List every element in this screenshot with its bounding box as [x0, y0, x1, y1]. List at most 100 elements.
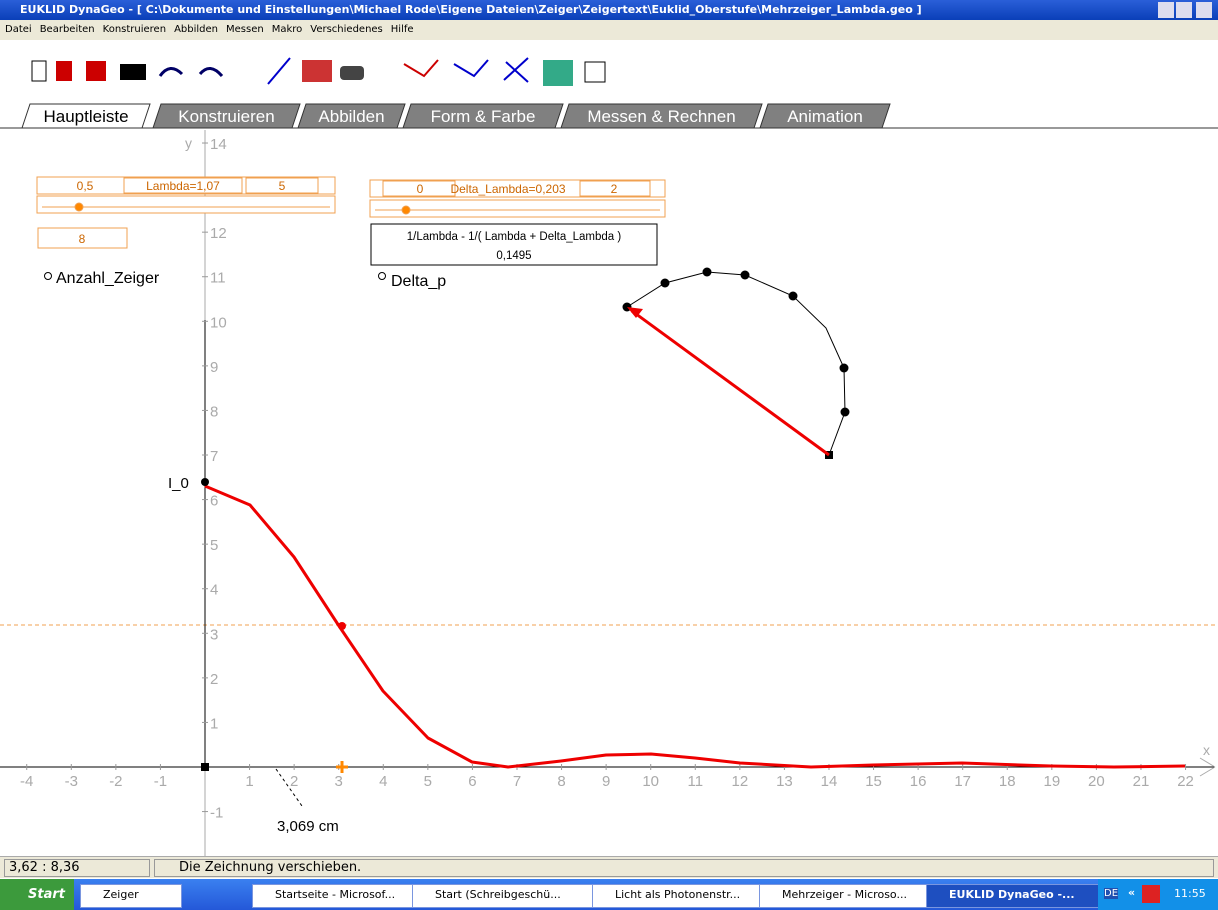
y-axis-label: y [185, 135, 192, 151]
x-axis-arrow [1200, 767, 1215, 776]
drawing-area: Hauptleiste Konstruieren Abbilden Form & Fa… [0, 0, 1218, 856]
tab-label: Animation [787, 107, 863, 126]
count-label: Anzahl_Zeiger [56, 270, 160, 287]
task-button[interactable]: Startseite - Microsof... [252, 884, 431, 908]
slider-max: 5 [279, 179, 286, 193]
slider-min: 0,5 [77, 179, 94, 193]
x-tick-label: -3 [65, 773, 78, 790]
y-tick-label: 3 [210, 626, 218, 643]
y-tick-label: 4 [210, 582, 218, 599]
x-axis-label: x [1203, 742, 1210, 758]
phasor-point[interactable] [661, 279, 670, 288]
x-tick-label: 3 [335, 773, 343, 790]
x-tick-label: 16 [910, 773, 927, 790]
taskbar: Start Zeiger Startseite - Microsof...Star… [0, 879, 1218, 910]
peak-point[interactable] [201, 478, 209, 486]
phasor-chain [627, 272, 845, 455]
y-tick-label: 2 [210, 671, 218, 688]
phasor-point[interactable] [741, 271, 750, 280]
tab-bar: Hauptleiste Konstruieren Abbilden Form & Fa… [0, 104, 1218, 128]
status-message: Die Zeichnung verschieben. [154, 859, 1214, 877]
x-tick-label: 7 [513, 773, 521, 790]
x-tick-label: -4 [20, 773, 33, 790]
y-tick-label: 14 [210, 136, 227, 153]
y-tick-label: -1 [210, 805, 223, 822]
x-tick-label: 13 [776, 773, 793, 790]
x-tick-label: 17 [954, 773, 971, 790]
x-tick-label: 14 [821, 773, 838, 790]
y-tick-label: 9 [210, 359, 218, 376]
y-tick-label: 10 [210, 314, 227, 331]
x-tick-label: 11 [687, 773, 703, 790]
x-tick-label: 5 [424, 773, 432, 790]
y-tick-label: 8 [210, 403, 218, 420]
task-button[interactable]: Licht als Photonenstr... [592, 884, 779, 908]
distance-label: 3,069 cm [277, 818, 339, 835]
x-tick-label: -1 [154, 773, 167, 790]
tab-label: Hauptleiste [43, 107, 128, 126]
curve-point[interactable] [338, 622, 346, 630]
x-tick-label: 2 [290, 773, 298, 790]
clock: 11:55 [1174, 887, 1206, 900]
tab-label: Messen & Rechnen [587, 107, 735, 126]
slider-knob[interactable] [402, 206, 410, 214]
coords: 3,62 : 8,36 [4, 859, 150, 877]
x-tick-label: 8 [557, 773, 565, 790]
phasor-point[interactable] [789, 292, 798, 301]
x-tick-label: 9 [602, 773, 610, 790]
y-tick-label: 5 [210, 537, 218, 554]
peak-label: I_0 [168, 475, 189, 492]
x-tick-label: 20 [1088, 773, 1105, 790]
x-tick-label: -2 [109, 773, 122, 790]
slider-min: 0 [417, 182, 424, 196]
slider-label: Lambda=1,07 [146, 179, 220, 193]
tray: DE « 11:55 [1098, 879, 1218, 910]
status-bar: 3,62 : 8,36 Die Zeichnung verschieben. [0, 856, 1218, 878]
x-tick-label: 15 [865, 773, 882, 790]
tab-label: Form & Farbe [431, 107, 536, 126]
task-button[interactable]: Start (Schreibgeschü... [412, 884, 612, 908]
origin-point[interactable] [201, 763, 209, 771]
tray-chevron[interactable]: « [1128, 886, 1135, 899]
phasor-point[interactable] [703, 268, 712, 277]
count-value: 8 [79, 232, 86, 246]
x-tick-label: 21 [1133, 773, 1150, 790]
term-value: 0,1495 [496, 250, 531, 262]
phasor-point[interactable] [840, 364, 849, 373]
tab-label: Abbilden [318, 107, 384, 126]
start-button[interactable]: Start [0, 879, 74, 910]
x-tick-label: 1 [245, 773, 253, 790]
task-button[interactable]: Mehrzeiger - Microso... [759, 884, 946, 908]
screen: EUKLID DynaGeo - [ C:\Dokumente und Eins… [0, 0, 1218, 910]
point-marker [45, 273, 52, 280]
slider-label: Delta_Lambda=0,203 [450, 182, 565, 196]
x-marker[interactable] [336, 761, 348, 773]
language[interactable]: DE [1104, 888, 1118, 899]
x-tick-label: 10 [642, 773, 659, 790]
resultant-arrow [632, 311, 829, 455]
y-tick-label: 11 [210, 270, 226, 287]
delta-label: Delta_p [391, 273, 446, 290]
phasor-point[interactable] [841, 408, 850, 417]
x-tick-label: 22 [1177, 773, 1194, 790]
x-tick-label: 4 [379, 773, 387, 790]
y-tick-label: 7 [210, 448, 218, 465]
slider-max: 2 [611, 182, 618, 196]
point-marker [379, 273, 386, 280]
intensity-curve [205, 486, 1185, 767]
y-tick-label: 1 [210, 715, 218, 732]
tray-icon[interactable] [1142, 885, 1160, 903]
y-tick-label: 12 [210, 225, 227, 242]
task-button[interactable]: Zeiger [80, 884, 182, 908]
y-tick-label: 6 [210, 493, 218, 510]
slider-knob[interactable] [75, 203, 83, 211]
tab-label: Konstruieren [178, 107, 274, 126]
x-tick-label: 6 [468, 773, 476, 790]
x-tick-label: 18 [999, 773, 1016, 790]
x-tick-label: 12 [731, 773, 748, 790]
term-formula: 1/Lambda - 1/( Lambda + Delta_Lambda ) [407, 231, 622, 243]
phasor-points [623, 268, 850, 460]
x-axis-arrow [1200, 758, 1215, 767]
task-button[interactable]: EUKLID DynaGeo -... [926, 884, 1118, 908]
x-tick-label: 19 [1043, 773, 1060, 790]
